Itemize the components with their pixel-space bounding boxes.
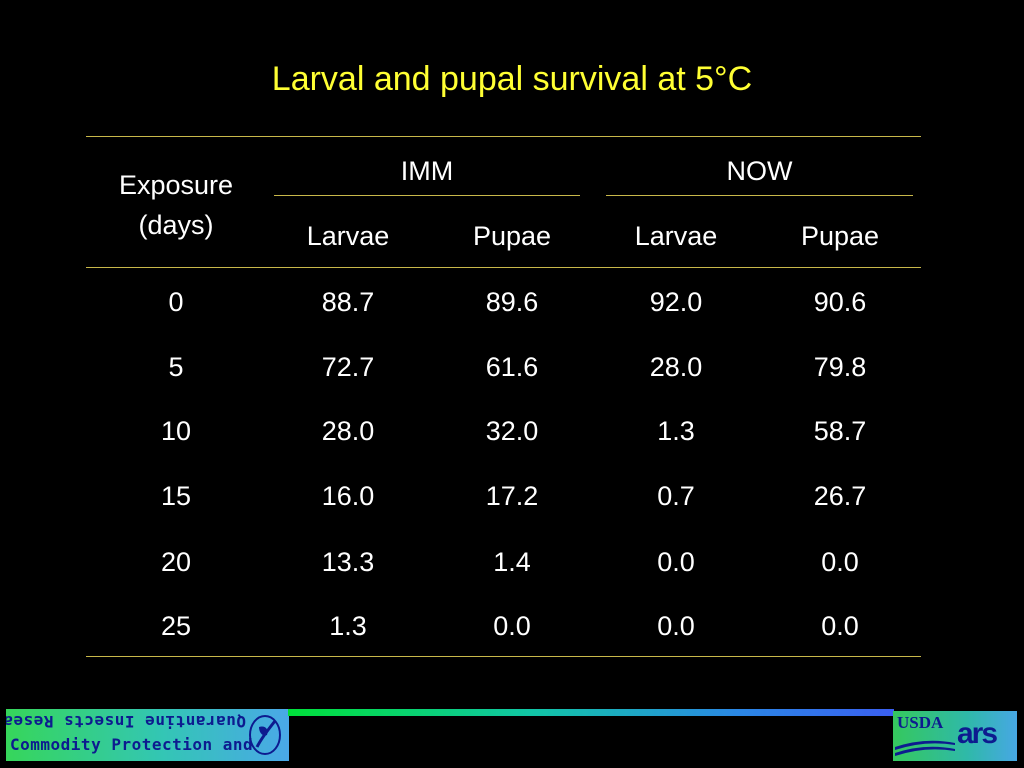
row-exposure: 0 [168,287,184,317]
row-now-pupae: 79.8 [813,352,867,382]
row-now-pupae: 58.7 [813,416,867,446]
row-now-pupae: 90.6 [813,287,867,317]
cpqir-logo: Quarantine Insects Research Commodity Pr… [6,709,289,761]
row-imm-larvae: 88.7 [321,287,375,317]
row-imm-larvae: 28.0 [321,416,375,446]
row-imm-pupae: 1.4 [493,547,531,577]
row-imm-larvae: 1.3 [329,611,367,641]
row-imm-larvae: 72.7 [321,352,375,382]
usda-label: USDA [897,713,944,732]
row-imm-pupae: 61.6 [485,352,539,382]
subheader-imm-larvae: Larvae [306,221,390,251]
row-now-larvae: 0.0 [657,547,695,577]
row-exposure: 15 [160,481,192,511]
row-exposure: 20 [160,547,192,577]
subheader-imm-pupae: Pupae [472,221,552,251]
now-group-underline [606,195,913,196]
row-now-larvae: 92.0 [649,287,703,317]
logo-text-line1: Quarantine Insects Research [6,712,246,731]
exposure-header-line1: Exposure [118,170,234,200]
group-header-imm: IMM [400,156,454,186]
row-exposure: 25 [160,611,192,641]
ars-label: ars [957,717,998,750]
row-imm-larvae: 16.0 [321,481,375,511]
usda-ars-logo: USDA ars [893,711,1017,761]
row-imm-pupae: 32.0 [485,416,539,446]
row-now-pupae: 26.7 [813,481,867,511]
row-imm-pupae: 17.2 [485,481,539,511]
row-now-larvae: 0.0 [657,611,695,641]
table-top-rule [86,136,921,137]
row-imm-pupae: 0.0 [493,611,531,641]
usda-hills-icon [895,740,955,756]
exposure-header-line2: (days) [138,210,214,240]
row-imm-pupae: 89.6 [485,287,539,317]
subheader-now-pupae: Pupae [800,221,880,251]
leaf-insect-icon [249,715,281,755]
row-now-pupae: 0.0 [821,547,859,577]
row-imm-larvae: 13.3 [321,547,375,577]
slide-title: Larval and pupal survival at 5°C [271,60,753,98]
row-now-pupae: 0.0 [821,611,859,641]
row-exposure: 5 [168,352,184,382]
row-now-larvae: 0.7 [657,481,695,511]
row-now-larvae: 28.0 [649,352,703,382]
subheader-now-larvae: Larvae [634,221,718,251]
group-header-now: NOW [726,156,793,186]
table-bottom-rule [86,656,921,657]
logo-text-line2: Commodity Protection and [10,735,254,754]
exposure-header: Exposure (days) [90,165,262,245]
footer-gradient-bar [288,709,894,716]
header-bottom-rule [86,267,921,268]
row-exposure: 10 [160,416,192,446]
row-now-larvae: 1.3 [657,416,695,446]
imm-group-underline [274,195,580,196]
